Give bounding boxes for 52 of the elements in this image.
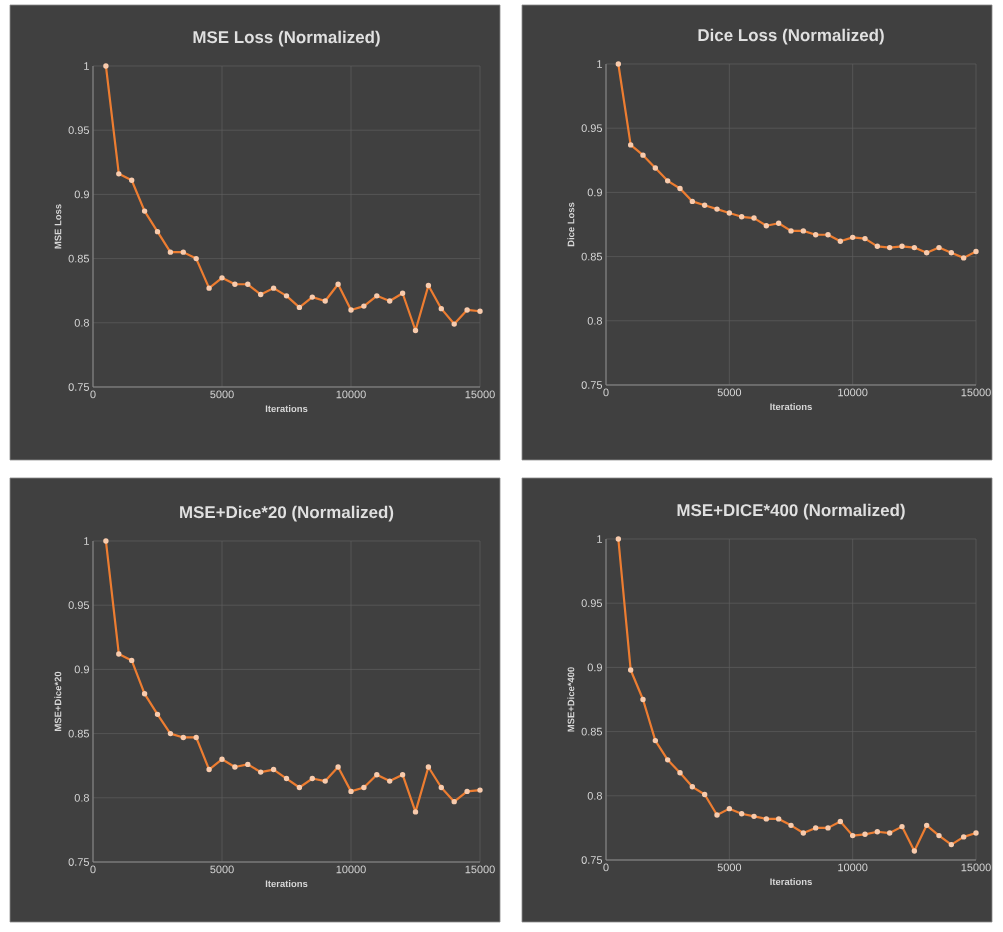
- y-tick-label: 0.95: [581, 599, 603, 608]
- y-tick-label: 0.8: [74, 793, 89, 802]
- chart-title: Dice Loss (Normalized): [698, 28, 884, 45]
- y-tick-label: 0.85: [68, 729, 90, 738]
- y-axis-title: Dice Loss: [567, 202, 575, 247]
- y-tick-label: 1: [597, 535, 602, 543]
- x-tick-label: 5000: [210, 390, 234, 399]
- y-tick-label: 0.85: [581, 727, 603, 736]
- y-tick-label: 0.75: [581, 856, 603, 864]
- x-tick-label: 10000: [336, 390, 366, 399]
- y-tick-label: 0.95: [68, 126, 90, 135]
- x-tick-label: 5000: [210, 865, 234, 874]
- x-tick-label: 0: [90, 865, 96, 874]
- x-tick-label: 10000: [336, 865, 366, 874]
- x-tick-label: 0: [603, 863, 609, 872]
- x-axis-title: Iterations: [265, 405, 308, 413]
- chart-title: MSE+Dice*20 (Normalized): [180, 505, 394, 522]
- y-tick-label: 1: [84, 62, 89, 70]
- x-tick-label: 15000: [961, 388, 991, 397]
- chart-title: MSE+DICE*400 (Normalized): [677, 503, 905, 520]
- y-tick-label: 0.95: [581, 124, 603, 133]
- y-tick-label: 0.9: [74, 190, 89, 199]
- y-axis-title: MSE Loss: [54, 204, 62, 249]
- y-tick-label: 0.9: [587, 663, 602, 672]
- y-tick-label: 0.75: [68, 383, 90, 391]
- x-tick-label: 5000: [717, 388, 742, 397]
- x-tick-label: 10000: [838, 388, 868, 397]
- y-tick-label: 0.75: [68, 858, 90, 866]
- y-tick-label: 0.75: [581, 381, 603, 389]
- y-tick-label: 0.8: [587, 316, 602, 325]
- x-tick-label: 10000: [838, 863, 868, 872]
- x-tick-label: 15000: [961, 863, 991, 872]
- x-axis-title: Iterations: [770, 878, 812, 886]
- y-axis-title: MSE+Dice*400: [567, 667, 575, 732]
- x-tick-label: 15000: [465, 865, 495, 874]
- x-tick-label: 15000: [465, 390, 495, 399]
- y-tick-label: 1: [84, 537, 89, 545]
- y-tick-label: 0.8: [74, 318, 89, 327]
- y-tick-label: 0.85: [581, 252, 603, 261]
- x-axis-title: Iterations: [265, 880, 308, 888]
- y-tick-label: 0.85: [68, 254, 90, 263]
- y-tick-label: 0.9: [587, 188, 602, 197]
- x-tick-label: 0: [603, 388, 609, 397]
- y-tick-label: 0.9: [74, 665, 89, 674]
- x-axis-title: Iterations: [770, 403, 812, 411]
- y-tick-label: 0.8: [587, 791, 602, 800]
- y-axis-title: MSE+Dice*20: [54, 671, 62, 731]
- x-tick-label: 5000: [717, 863, 742, 872]
- chart-title: MSE Loss (Normalized): [193, 30, 380, 47]
- x-tick-label: 0: [90, 390, 96, 399]
- y-tick-label: 0.95: [68, 601, 90, 610]
- y-tick-label: 1: [597, 60, 602, 68]
